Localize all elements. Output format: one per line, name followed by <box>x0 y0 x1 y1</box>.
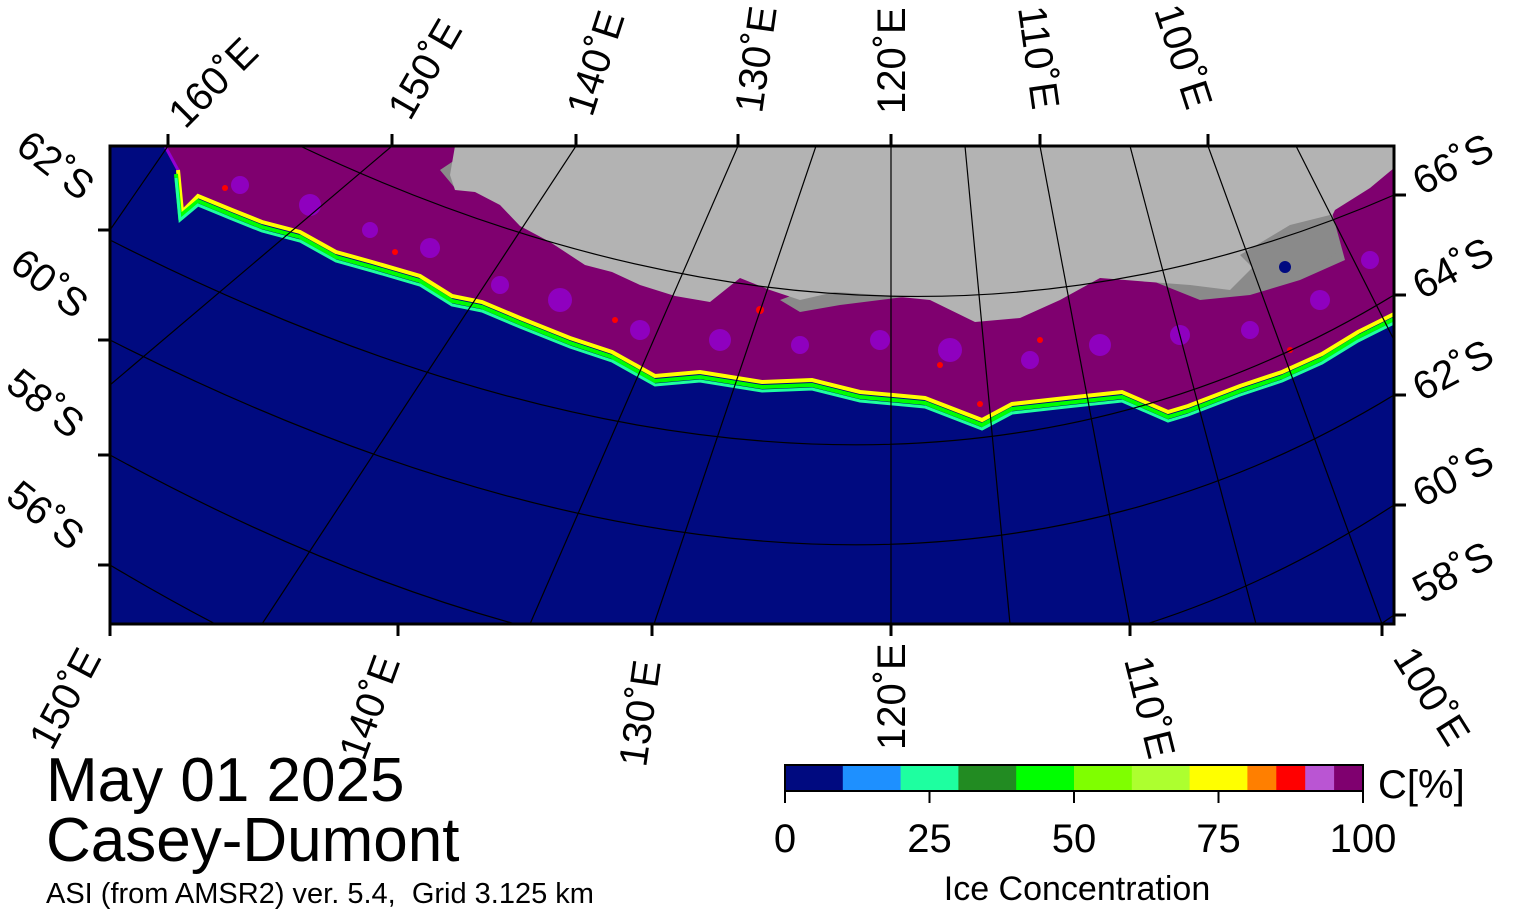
colorbar-swatch <box>1305 765 1335 791</box>
colorbar-tick-label: 0 <box>774 817 796 861</box>
region-title: Casey-Dumont <box>46 806 460 875</box>
colorbar: 0 25 50 75 100 C[%] Ice Concentration <box>774 763 1465 908</box>
product-note: ASI (from AMSR2) ver. 5.4, Grid 3.125 km <box>46 878 594 910</box>
colorbar-unit: C[%] <box>1378 763 1465 807</box>
bottom-meridian-label: 120˚E <box>870 643 914 750</box>
colorbar-swatch <box>1016 765 1075 791</box>
graticule-meridians <box>110 146 1394 624</box>
left-parallel-label: 56˚S <box>0 472 92 559</box>
right-parallel-label: 62˚S <box>1406 331 1501 410</box>
bottom-meridian-label: 150˚E <box>21 641 110 756</box>
right-parallel-label: 60˚S <box>1406 437 1501 516</box>
top-meridian-label: 160˚E <box>160 30 267 137</box>
colorbar-swatch <box>958 765 1017 791</box>
graticule-parallels <box>110 146 1394 624</box>
colorbar-swatch <box>1247 765 1277 791</box>
right-parallel-label: 64˚S <box>1406 229 1501 308</box>
colorbar-swatch <box>785 765 844 791</box>
top-meridian-label: 110˚E <box>1009 3 1067 112</box>
ice-edge-cyan <box>174 177 1394 431</box>
bottom-meridian-label: 100˚E <box>1384 639 1478 753</box>
ice-edge-yellow <box>176 169 1394 423</box>
bottom-meridian-label: 130˚E <box>611 657 669 769</box>
map-frame <box>108 144 1396 626</box>
top-meridian-label: 100˚E <box>1145 0 1220 114</box>
right-parallel-label: 66˚S <box>1406 125 1501 204</box>
colorbar-tick-label: 25 <box>907 817 952 861</box>
left-parallel-label: 62˚S <box>8 122 102 209</box>
date-title: May 01 2025 <box>46 746 405 815</box>
colorbar-swatch <box>1276 765 1306 791</box>
colorbar-tick-label: 100 <box>1330 817 1397 861</box>
left-parallel-label: 60˚S <box>2 240 96 327</box>
colorbar-title: Ice Concentration <box>944 870 1211 908</box>
colorbar-swatches <box>785 765 1364 791</box>
top-meridian-label: 130˚E <box>727 3 785 115</box>
colorbar-tick-label: 50 <box>1052 817 1097 861</box>
colorbar-ticks <box>784 791 1364 803</box>
antarctic-land <box>450 146 1394 322</box>
colorbar-swatch <box>1334 765 1364 791</box>
top-meridian-label: 140˚E <box>559 6 634 121</box>
left-parallel-label: 58˚S <box>0 360 92 447</box>
polynya <box>1279 261 1291 273</box>
colorbar-swatch <box>1189 765 1248 791</box>
right-parallel-label: 58˚S <box>1406 533 1501 612</box>
colorbar-tick-label: 75 <box>1196 817 1241 861</box>
ice-edge-green <box>174 173 1394 428</box>
colorbar-swatch <box>900 765 959 791</box>
ice-texture <box>231 176 1379 369</box>
colorbar-swatch <box>842 765 902 791</box>
top-meridian-label: 150˚E <box>380 12 471 126</box>
frame-ticks <box>98 134 1406 636</box>
top-meridian-label: 120˚E <box>870 7 914 114</box>
ice-shelf-edge <box>1240 215 1340 275</box>
colorbar-swatch <box>1131 765 1191 791</box>
bottom-meridian-label: 110˚E <box>1115 652 1183 763</box>
colorbar-swatch <box>1074 765 1133 791</box>
